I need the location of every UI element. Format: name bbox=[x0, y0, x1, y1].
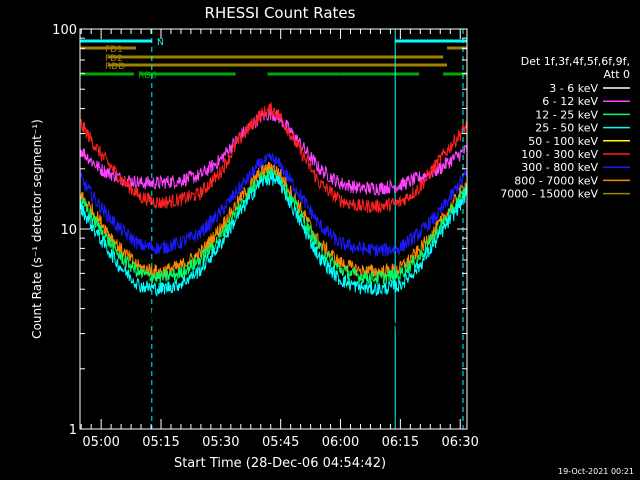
x-tick-label: 05:15 bbox=[142, 435, 179, 450]
flag-label-fd1: FD1 bbox=[105, 45, 123, 55]
x-axis-label: Start Time (28-Dec-06 04:54:42) bbox=[174, 456, 386, 471]
legend-label: 6 - 12 keV bbox=[542, 95, 598, 108]
y-tick-label: 100 bbox=[52, 23, 77, 38]
legend-label: 800 - 7000 keV bbox=[514, 174, 598, 187]
x-tick-label: 05:30 bbox=[202, 435, 239, 450]
y-axis-label: Count Rate (s⁻¹ detector segment⁻¹) bbox=[30, 119, 44, 339]
y-tick-label: 1 bbox=[69, 423, 77, 438]
legend-label: 300 - 800 keV bbox=[521, 161, 598, 174]
flag-label-fd2: FD2 bbox=[105, 54, 123, 64]
x-tick-label: 05:00 bbox=[82, 435, 119, 450]
series-line-4 bbox=[79, 161, 468, 279]
y-tick-label: 10 bbox=[60, 223, 77, 238]
flag-label-n: N bbox=[157, 38, 164, 48]
legend-label: 100 - 300 keV bbox=[521, 148, 598, 161]
x-tick-label: 05:45 bbox=[262, 435, 299, 450]
legend-label: 12 - 25 keV bbox=[535, 108, 598, 121]
x-tick-label: 06:00 bbox=[322, 435, 359, 450]
series-line-3 bbox=[79, 152, 468, 258]
flag-label-rd6: RD6 bbox=[138, 71, 157, 81]
legend-label: 50 - 100 keV bbox=[528, 135, 598, 148]
series-line-2 bbox=[79, 102, 468, 213]
x-axis: 05:00 05:15 05:30 05:45 06:00 06:15 06:30 bbox=[80, 29, 479, 450]
footer-timestamp: 19-Oct-2021 00:21 bbox=[558, 467, 634, 476]
legend-label: 25 - 50 keV bbox=[535, 122, 598, 135]
x-tick-label: 06:30 bbox=[441, 435, 478, 450]
flag-label-rdd: RDD bbox=[105, 62, 125, 72]
chart-title: RHESSI Count Rates bbox=[205, 4, 356, 22]
legend-label: 7000 - 15000 keV bbox=[500, 188, 598, 201]
legend-label: 3 - 6 keV bbox=[549, 82, 598, 95]
x-tick-label: 06:15 bbox=[382, 435, 419, 450]
legend-header: Det 1f,3f,4f,5f,6f,9f, bbox=[521, 55, 630, 68]
series-line-6 bbox=[79, 171, 468, 297]
series-lines bbox=[79, 102, 468, 345]
legend-header: Att 0 bbox=[604, 68, 630, 81]
